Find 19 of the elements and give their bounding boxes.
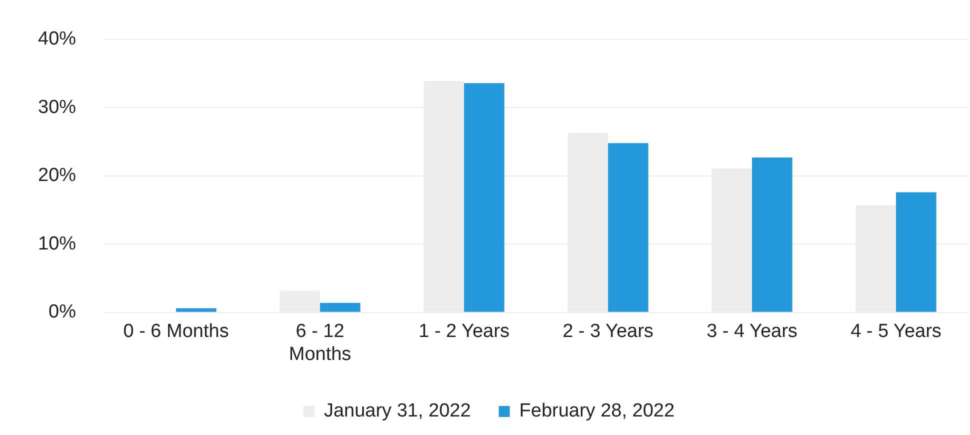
x-tick-label: 4 - 5 Years [850,321,942,342]
x-tick-label: 3 - 4 Years [706,321,798,342]
y-tick-label: 40% [38,28,76,50]
bar [464,83,504,312]
y-tick-label: 10% [38,233,76,254]
y-tick-label: 30% [38,96,76,118]
x-tick-label: 2 - 3 Years [562,321,654,342]
x-tick-label: 6 - 12 Months [288,321,352,365]
y-tick-label: 0% [48,302,76,323]
legend-label: February 28, 2022 [519,400,675,422]
bar [320,302,360,312]
legend-label: January 31, 2022 [324,400,471,422]
x-tick-label: 0 - 6 Months [123,321,229,342]
bar [608,143,648,312]
bar [176,308,216,312]
y-tick-label: 20% [38,165,76,186]
bar [752,157,792,312]
bar [896,192,936,312]
x-tick-label: 1 - 2 Years [418,321,510,342]
